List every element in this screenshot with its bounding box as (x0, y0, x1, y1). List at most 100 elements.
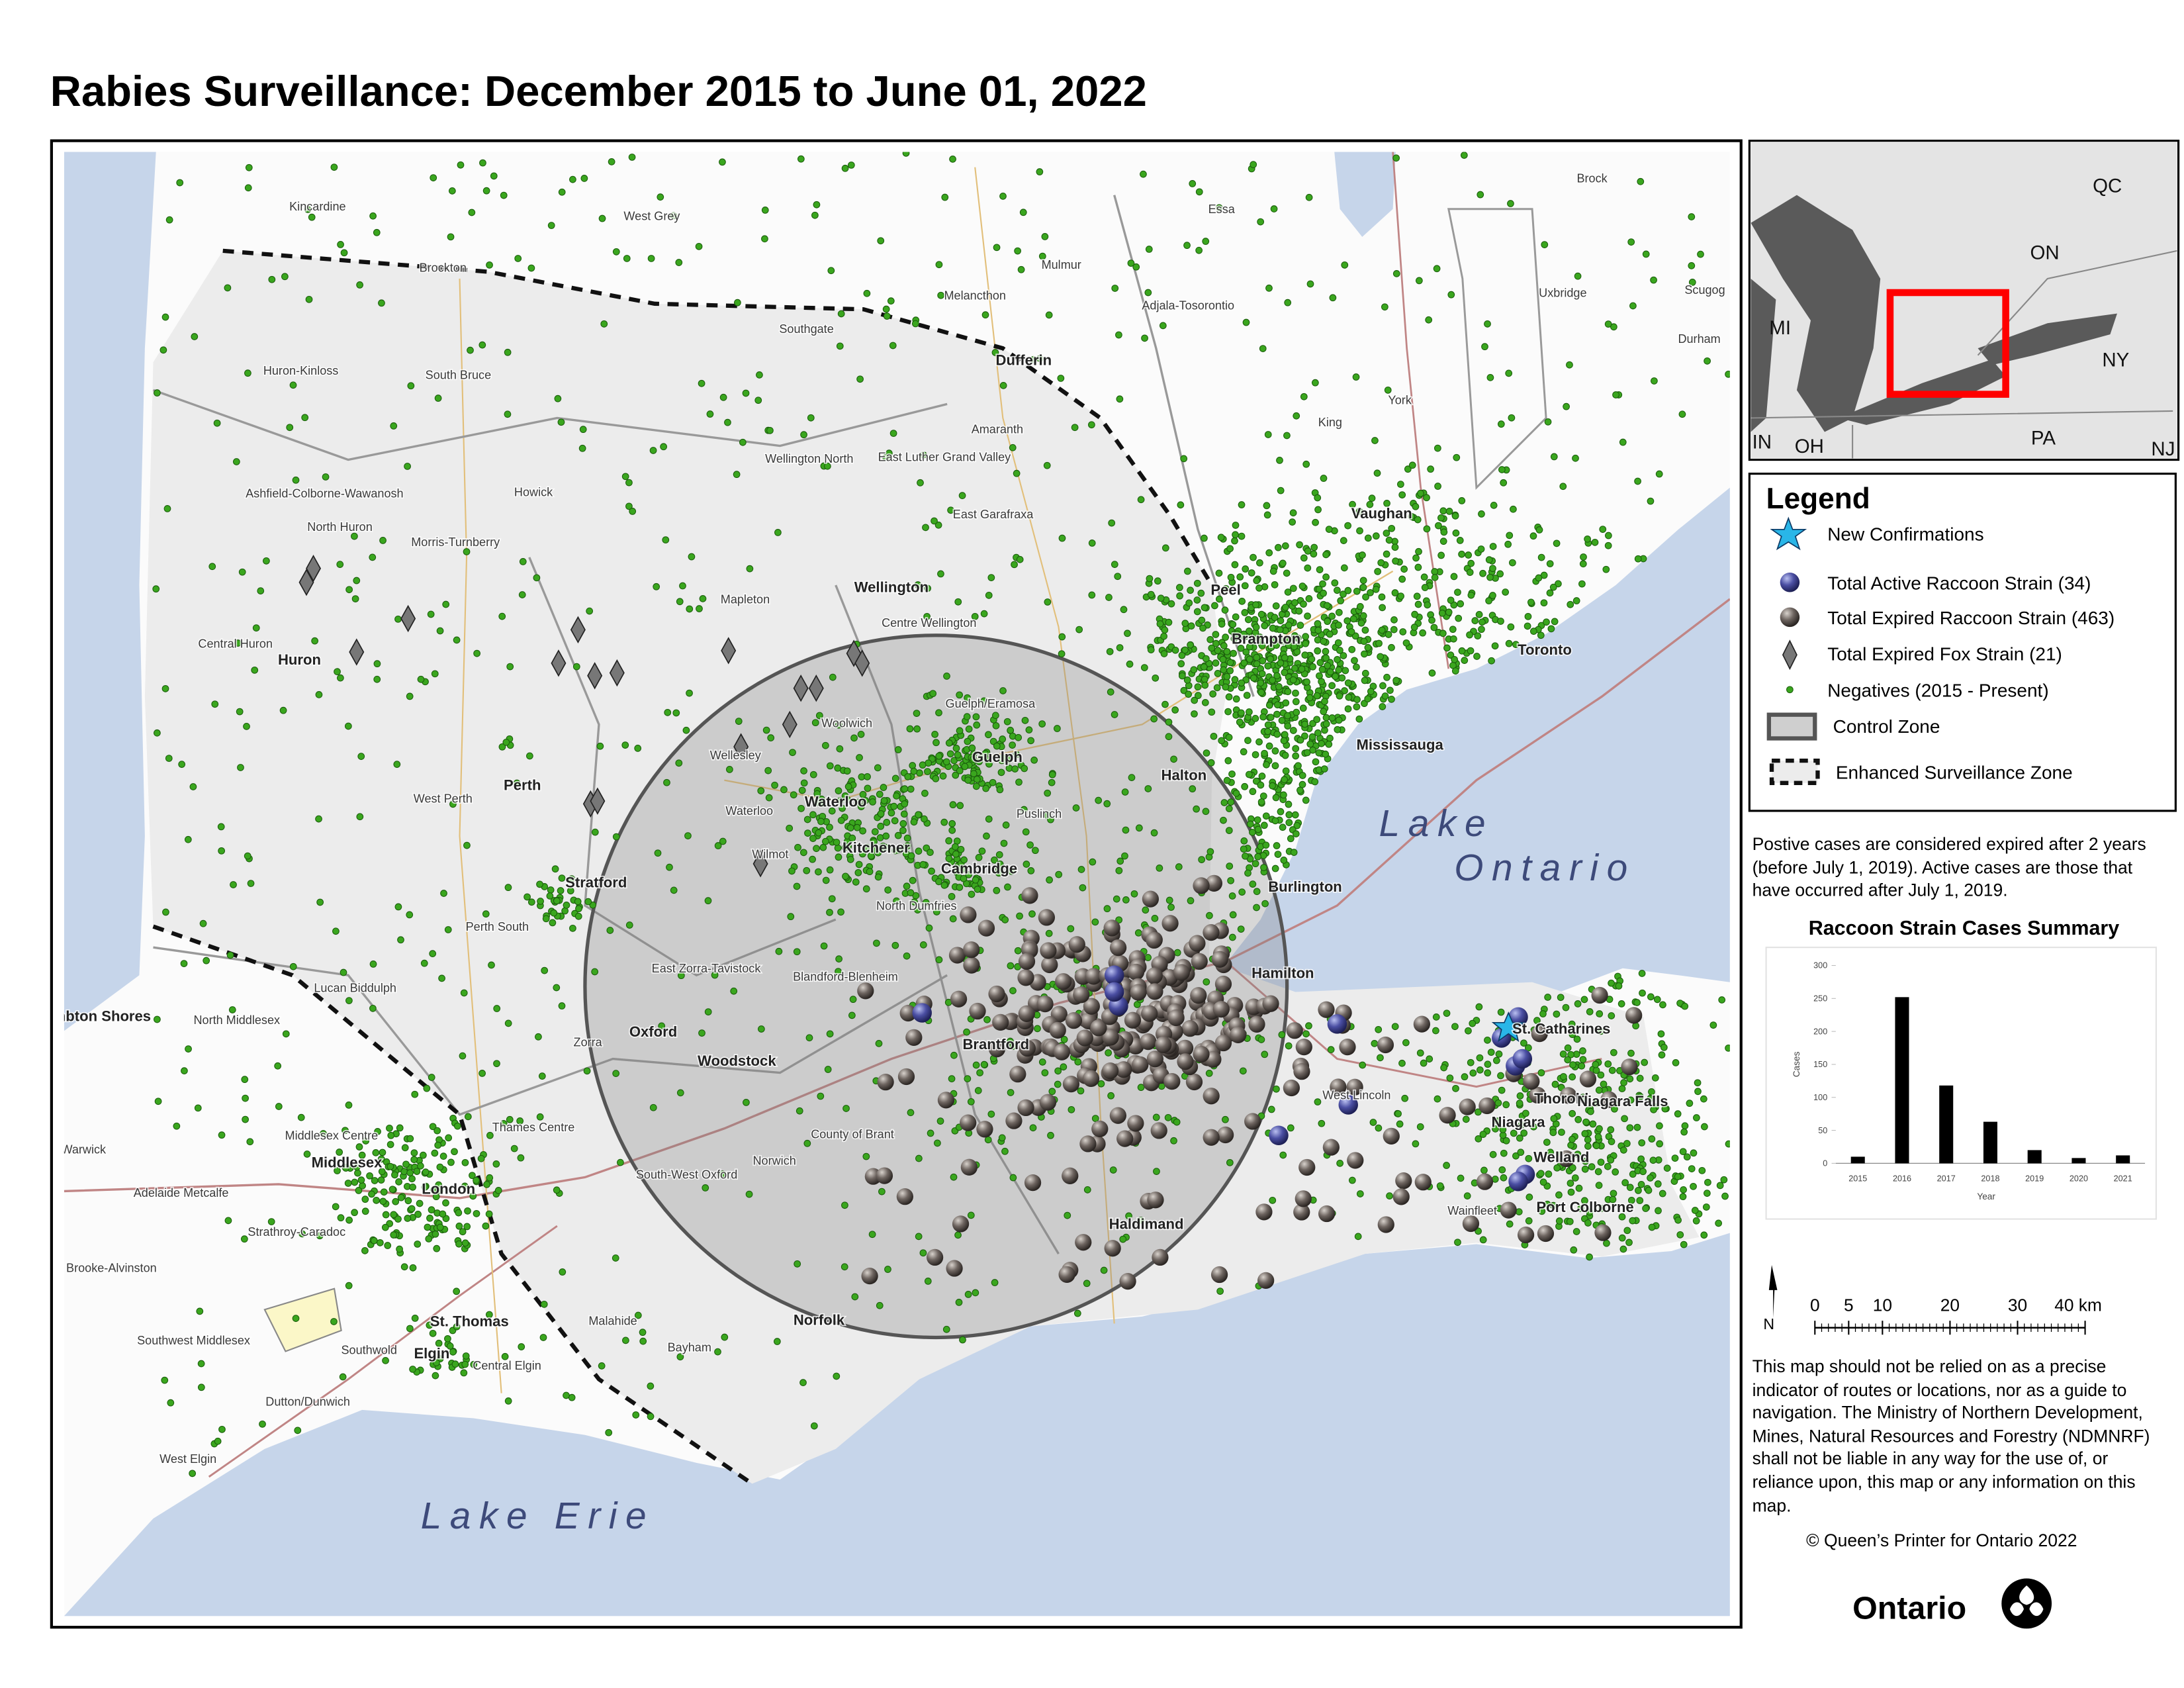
negative-point (1619, 438, 1627, 446)
negative-point (702, 1184, 709, 1192)
negative-point (1434, 483, 1441, 490)
expired-raccoon-case (976, 1121, 993, 1138)
negative-point (978, 753, 985, 761)
negative-point (245, 164, 253, 171)
place-label: Puslinch (1017, 807, 1062, 820)
negative-point (1015, 778, 1023, 786)
negative-point (1001, 916, 1009, 923)
negative-point (1300, 554, 1308, 562)
negative-point (972, 1061, 980, 1069)
negative-point (1423, 494, 1430, 502)
expired-raccoon-case (1163, 1072, 1181, 1090)
negative-point (991, 1279, 999, 1286)
negative-point (1273, 641, 1281, 649)
negative-point (230, 881, 237, 888)
negative-point (841, 164, 849, 172)
negative-point (794, 843, 801, 851)
negative-point (1265, 549, 1273, 557)
expired-raccoon-case (857, 982, 874, 1000)
expired-raccoon-case (1161, 915, 1179, 932)
negative-point (1222, 683, 1230, 691)
place-label: Lucan Biddulph (314, 982, 396, 995)
negative-point (919, 451, 927, 459)
negative-point (1271, 817, 1279, 825)
negative-point (1582, 1118, 1590, 1126)
negative-point (1479, 618, 1486, 626)
negative-point (746, 565, 754, 573)
negative-point (1229, 911, 1237, 919)
negative-point (936, 1117, 944, 1125)
negative-point (1218, 620, 1226, 628)
inset-lake-michigan (1751, 278, 1776, 432)
negative-point (357, 1176, 365, 1184)
negative-point (1651, 1074, 1659, 1082)
negative-point (485, 1210, 493, 1218)
negative-point (1261, 1051, 1269, 1058)
place-label: Wilmot (752, 847, 788, 861)
negative-point (1439, 538, 1447, 545)
negative-point (1414, 516, 1422, 524)
negative-point (1449, 626, 1457, 633)
expired-raccoon-case (1075, 1234, 1092, 1251)
negative-point (1198, 856, 1205, 863)
negative-point (811, 719, 819, 727)
expired-raccoon-case (905, 1029, 923, 1046)
negative-point (719, 1170, 726, 1178)
negative-point (1322, 551, 1330, 559)
negative-point (964, 1291, 972, 1298)
negative-point (1373, 469, 1381, 477)
negative-point (1220, 799, 1228, 806)
negative-point (1469, 1019, 1477, 1027)
negative-point (1268, 636, 1276, 643)
negative-point (1347, 628, 1355, 635)
negative-point (890, 802, 898, 810)
negative-point (815, 712, 823, 720)
negative-point (203, 957, 210, 964)
negative-point (1597, 1158, 1605, 1166)
expired-raccoon-case (1017, 1099, 1034, 1117)
negative-point (1271, 614, 1279, 622)
negative-point (1597, 1071, 1605, 1079)
negative-point (1654, 1180, 1662, 1188)
negative-point (1659, 1001, 1666, 1009)
negative-point (402, 1160, 410, 1168)
negative-point (336, 561, 344, 568)
negative-point (1353, 663, 1360, 671)
negative-point (1355, 715, 1363, 723)
negative-point (1721, 1192, 1729, 1200)
negative-point (1306, 280, 1314, 288)
expired-raccoon-case (1293, 1063, 1310, 1080)
negative-point (730, 987, 738, 995)
negative-point (197, 1360, 205, 1368)
x-tick-label: 2016 (1893, 1174, 1911, 1184)
negative-point (758, 1025, 765, 1033)
negative-point (1366, 500, 1374, 508)
negative-point (1009, 444, 1017, 451)
negative-point (1253, 577, 1261, 585)
negative-point (621, 741, 629, 749)
place-label: Amaranth (972, 423, 1023, 436)
negative-point (214, 1437, 222, 1445)
inset-label: NJ (2151, 438, 2175, 460)
negative-point (1281, 776, 1289, 784)
negative-point (1427, 465, 1434, 473)
negative-point (1626, 1184, 1634, 1192)
negative-point (935, 878, 942, 886)
expired-raccoon-case (1193, 877, 1210, 894)
place-label: Perth South (466, 920, 529, 933)
negative-point (1649, 1156, 1657, 1164)
negative-point (369, 961, 377, 968)
negative-point (1259, 345, 1267, 352)
negative-point (368, 1190, 375, 1198)
expired-raccoon-case (1557, 1150, 1575, 1168)
legend-symbol-expired (1780, 607, 1800, 628)
negative-point (1201, 604, 1208, 612)
negative-point (1497, 420, 1505, 428)
place-label: West Perth (414, 792, 473, 805)
negative-point (516, 1117, 524, 1125)
negative-point (963, 1028, 970, 1036)
negative-point (864, 773, 871, 780)
negative-point (1626, 1075, 1634, 1083)
negative-point (857, 803, 865, 810)
negative-point (1311, 778, 1319, 786)
